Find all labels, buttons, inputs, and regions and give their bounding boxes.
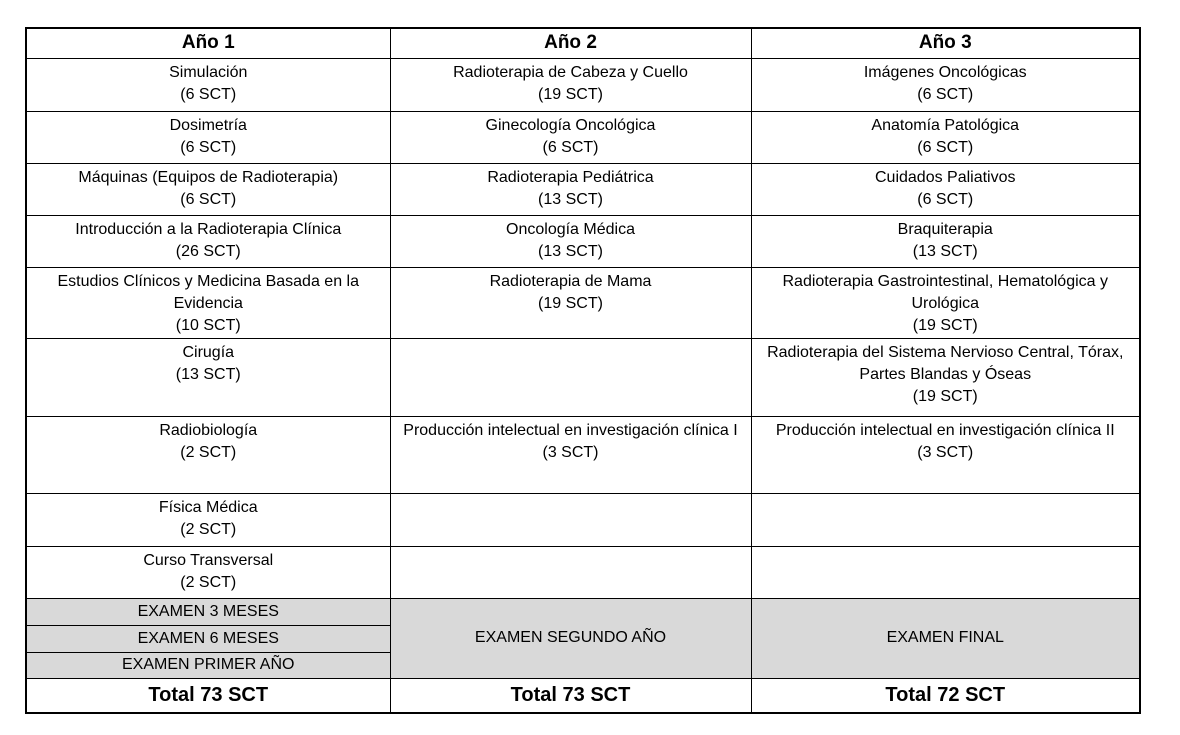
total-year-1: Total 73 SCT — [25, 677, 391, 714]
subject-credits: (2 SCT) — [180, 573, 237, 591]
subject-credits: (19 SCT) — [912, 387, 978, 405]
subject-cell: Ginecología Oncológica (6 SCT) — [389, 110, 752, 164]
subject-cell: Radioterapia Gastrointestinal, Hematológ… — [750, 266, 1141, 339]
subject-title: Imágenes Oncológicas — [863, 63, 1027, 81]
subject-cell: Radioterapia Pediátrica (13 SCT) — [389, 162, 752, 216]
exam-3-meses-cell: EXAMEN 3 MESES — [25, 597, 391, 626]
subject-credits: (10 SCT) — [175, 316, 241, 334]
subject-title: Dosimetría — [169, 116, 247, 134]
subject-credits: (13 SCT) — [538, 242, 603, 260]
header-year-2: Año 2 — [389, 27, 752, 59]
total-year-2: Total 73 SCT — [389, 677, 752, 714]
table-row: Física Médica (2 SCT) — [25, 492, 1141, 547]
curriculum-table: Año 1 Año 2 Año 3 Simulación (6 SCT) Rad… — [25, 27, 1141, 714]
subject-title: Radiobiología — [159, 421, 258, 439]
table-row: Estudios Clínicos y Medicina Basada en l… — [25, 266, 1141, 339]
subject-cell: Física Médica (2 SCT) — [25, 492, 391, 547]
subject-title: Estudios Clínicos y Medicina Basada en l… — [57, 272, 360, 312]
subject-title: Introducción a la Radioterapia Clínica — [75, 220, 342, 238]
subject-credits: (19 SCT) — [538, 85, 603, 103]
subject-title: Radioterapia de Mama — [489, 272, 652, 290]
exam-segundo-ano-cell: EXAMEN SEGUNDO AÑO — [389, 597, 752, 679]
subject-credits: (13 SCT) — [912, 242, 978, 260]
subject-cell-empty — [750, 492, 1141, 547]
subject-cell: Curso Transversal (2 SCT) — [25, 545, 391, 599]
subject-title: Braquiterapia — [897, 220, 993, 238]
subject-title: Producción intelectual en investigación … — [403, 421, 738, 439]
table-row: Máquinas (Equipos de Radioterapia) (6 SC… — [25, 162, 1141, 216]
subject-credits: (6 SCT) — [180, 190, 237, 208]
header-row: Año 1 Año 2 Año 3 — [25, 27, 1141, 59]
exam-row: EXAMEN 3 MESES EXAMEN SEGUNDO AÑO EXAMEN… — [25, 597, 1141, 679]
subject-cell: Cuidados Paliativos (6 SCT) — [750, 162, 1141, 216]
subject-cell: Producción intelectual en investigación … — [750, 415, 1141, 494]
subject-title: Radioterapia del Sistema Nervioso Centra… — [767, 343, 1124, 383]
subject-cell: Braquiterapia (13 SCT) — [750, 214, 1141, 268]
subject-title: Radioterapia Pediátrica — [487, 168, 654, 186]
subject-credits: (26 SCT) — [175, 242, 241, 260]
subject-credits: (6 SCT) — [917, 85, 974, 103]
subject-title: Física Médica — [158, 498, 258, 516]
subject-cell: Estudios Clínicos y Medicina Basada en l… — [25, 266, 391, 339]
subject-title: Oncología Médica — [506, 220, 635, 238]
subject-credits: (19 SCT) — [538, 294, 603, 312]
subject-credits: (6 SCT) — [917, 138, 974, 156]
subject-cell-empty — [389, 492, 752, 547]
exam-6-meses-cell: EXAMEN 6 MESES — [25, 624, 391, 653]
subject-credits: (19 SCT) — [912, 316, 978, 334]
subject-credits: (6 SCT) — [180, 85, 237, 103]
subject-credits: (6 SCT) — [542, 138, 599, 156]
subject-credits: (13 SCT) — [175, 365, 241, 383]
subject-cell: Radiobiología (2 SCT) — [25, 415, 391, 494]
subject-cell: Radioterapia de Cabeza y Cuello (19 SCT) — [389, 57, 752, 112]
subject-title: Radioterapia de Cabeza y Cuello — [453, 63, 688, 81]
table-row: Simulación (6 SCT) Radioterapia de Cabez… — [25, 57, 1141, 112]
subject-cell: Radioterapia de Mama (19 SCT) — [389, 266, 752, 339]
subject-credits: (2 SCT) — [180, 443, 237, 461]
subject-title: Curso Transversal — [143, 551, 274, 569]
subject-cell: Simulación (6 SCT) — [25, 57, 391, 112]
subject-cell: Anatomía Patológica (6 SCT) — [750, 110, 1141, 164]
header-year-3: Año 3 — [750, 27, 1141, 59]
subject-title: Simulación — [169, 63, 248, 81]
total-year-3: Total 72 SCT — [750, 677, 1141, 714]
subject-cell-empty — [750, 545, 1141, 599]
table-row: Radiobiología (2 SCT) Producción intelec… — [25, 415, 1141, 494]
subject-title: Anatomía Patológica — [871, 116, 1020, 134]
subject-cell: Oncología Médica (13 SCT) — [389, 214, 752, 268]
subject-cell-empty — [389, 545, 752, 599]
exam-row: EXAMEN PRIMER AÑO — [25, 651, 1140, 679]
subject-credits: (13 SCT) — [538, 190, 603, 208]
subject-credits: (3 SCT) — [542, 443, 599, 461]
subject-cell-empty — [389, 337, 752, 417]
table-row: Cirugía (13 SCT) Radioterapia del Sistem… — [25, 337, 1141, 417]
table-row: Dosimetría (6 SCT) Ginecología Oncológic… — [25, 110, 1141, 164]
table-row: Introducción a la Radioterapia Clínica (… — [25, 214, 1141, 268]
table-row: Curso Transversal (2 SCT) — [25, 545, 1141, 599]
subject-title: Cuidados Paliativos — [874, 168, 1016, 186]
subject-credits: (3 SCT) — [917, 443, 974, 461]
subject-cell: Cirugía (13 SCT) — [25, 337, 391, 417]
subject-cell: Dosimetría (6 SCT) — [25, 110, 391, 164]
subject-cell: Imágenes Oncológicas (6 SCT) — [750, 57, 1141, 112]
totals-row: Total 73 SCT Total 73 SCT Total 72 SCT — [25, 677, 1141, 714]
subject-cell: Introducción a la Radioterapia Clínica (… — [25, 214, 391, 268]
subject-title: Radioterapia Gastrointestinal, Hematológ… — [782, 272, 1109, 312]
subject-cell: Máquinas (Equipos de Radioterapia) (6 SC… — [25, 162, 391, 216]
subject-title: Ginecología Oncológica — [485, 116, 656, 134]
subject-credits: (6 SCT) — [917, 190, 974, 208]
subject-title: Máquinas (Equipos de Radioterapia) — [78, 168, 339, 186]
subject-title: Cirugía — [182, 343, 235, 361]
exam-primer-ano-cell: EXAMEN PRIMER AÑO — [25, 651, 391, 679]
subject-cell: Producción intelectual en investigación … — [389, 415, 752, 494]
subject-cell: Radioterapia del Sistema Nervioso Centra… — [750, 337, 1141, 417]
subject-credits: (2 SCT) — [180, 520, 237, 538]
subject-title: Producción intelectual en investigación … — [775, 421, 1115, 439]
exam-final-cell: EXAMEN FINAL — [750, 597, 1141, 679]
header-year-1: Año 1 — [25, 27, 391, 59]
subject-credits: (6 SCT) — [180, 138, 237, 156]
exam-row: EXAMEN 6 MESES — [25, 624, 1140, 653]
